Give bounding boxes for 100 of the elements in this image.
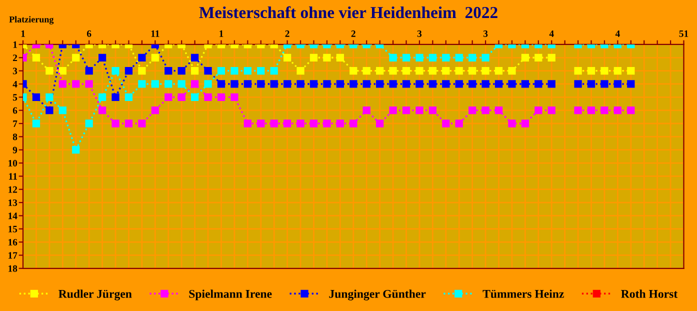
point	[587, 106, 596, 114]
point	[508, 66, 516, 75]
point	[455, 80, 463, 88]
point	[58, 66, 66, 75]
point	[190, 80, 199, 88]
x-tick-label: 2	[285, 30, 290, 37]
point	[323, 54, 331, 62]
point	[402, 80, 410, 88]
point	[600, 80, 608, 88]
point	[600, 106, 608, 114]
x-tick-label: 6	[86, 30, 92, 37]
point	[98, 106, 106, 114]
point	[46, 66, 54, 75]
point	[204, 80, 212, 88]
point	[508, 120, 516, 128]
point	[534, 80, 542, 88]
point	[587, 66, 596, 75]
point	[112, 66, 120, 75]
y-tick-label: 18	[8, 265, 18, 272]
point	[124, 93, 133, 101]
point	[204, 93, 212, 101]
point	[270, 80, 278, 88]
y-tick-label: 11	[9, 173, 17, 180]
point	[416, 80, 424, 88]
y-tick-label: 15	[8, 226, 18, 232]
point	[468, 106, 476, 114]
point	[455, 120, 463, 128]
point	[614, 66, 622, 75]
point	[310, 54, 318, 62]
point	[32, 93, 40, 101]
y-axis-title: Platzierung	[9, 16, 54, 24]
point	[98, 54, 106, 62]
point	[138, 54, 146, 62]
point	[376, 80, 384, 88]
point	[85, 66, 93, 75]
point	[230, 66, 238, 75]
chart-title: Meisterschaft ohne vier Heidenheim 2022	[199, 6, 498, 18]
point	[72, 80, 80, 88]
point	[283, 54, 292, 62]
point	[296, 80, 304, 88]
point	[455, 66, 463, 75]
point	[442, 66, 450, 75]
point	[376, 66, 384, 75]
point	[244, 80, 252, 88]
point	[389, 66, 397, 75]
point	[72, 146, 80, 154]
point	[138, 66, 146, 75]
x-tick-label: 11	[151, 30, 160, 37]
point	[124, 120, 133, 128]
point	[574, 80, 582, 88]
point	[482, 54, 490, 62]
point	[257, 120, 265, 128]
y-tick-label: 6	[12, 107, 18, 114]
legend-label: Junginger Günther	[329, 290, 426, 300]
point	[428, 66, 436, 75]
point	[350, 66, 358, 75]
y-tick-label: 16	[8, 238, 18, 246]
point	[548, 106, 556, 114]
point	[217, 66, 226, 75]
point	[494, 66, 503, 75]
point	[521, 120, 529, 128]
point	[389, 54, 397, 62]
point	[402, 106, 410, 114]
point	[190, 54, 199, 62]
point	[296, 66, 304, 75]
point	[362, 66, 370, 75]
point	[270, 120, 278, 128]
point	[151, 80, 159, 88]
point	[178, 93, 186, 101]
point	[138, 80, 146, 88]
point	[112, 93, 120, 101]
x-tick-label: 1	[220, 30, 224, 37]
point	[336, 120, 344, 128]
point	[350, 120, 358, 128]
point	[178, 80, 186, 88]
point	[574, 106, 582, 114]
y-tick-label: 12	[8, 186, 18, 193]
point	[164, 80, 172, 88]
point	[627, 66, 635, 75]
point	[178, 66, 186, 75]
point	[614, 80, 622, 88]
point	[138, 120, 146, 128]
point	[494, 80, 503, 88]
point	[428, 106, 436, 114]
point	[627, 80, 635, 88]
point	[508, 80, 516, 88]
point	[310, 80, 318, 88]
point	[468, 80, 476, 88]
point	[323, 80, 331, 88]
y-tick-label: 13	[8, 199, 18, 206]
point	[336, 54, 344, 62]
point	[587, 80, 596, 88]
point	[468, 54, 476, 62]
point	[627, 106, 635, 114]
point	[46, 93, 54, 101]
y-tick-label: 8	[12, 134, 18, 140]
x-tick-label: 4	[549, 30, 554, 37]
point	[323, 120, 331, 128]
point	[217, 93, 226, 101]
point	[416, 66, 424, 75]
